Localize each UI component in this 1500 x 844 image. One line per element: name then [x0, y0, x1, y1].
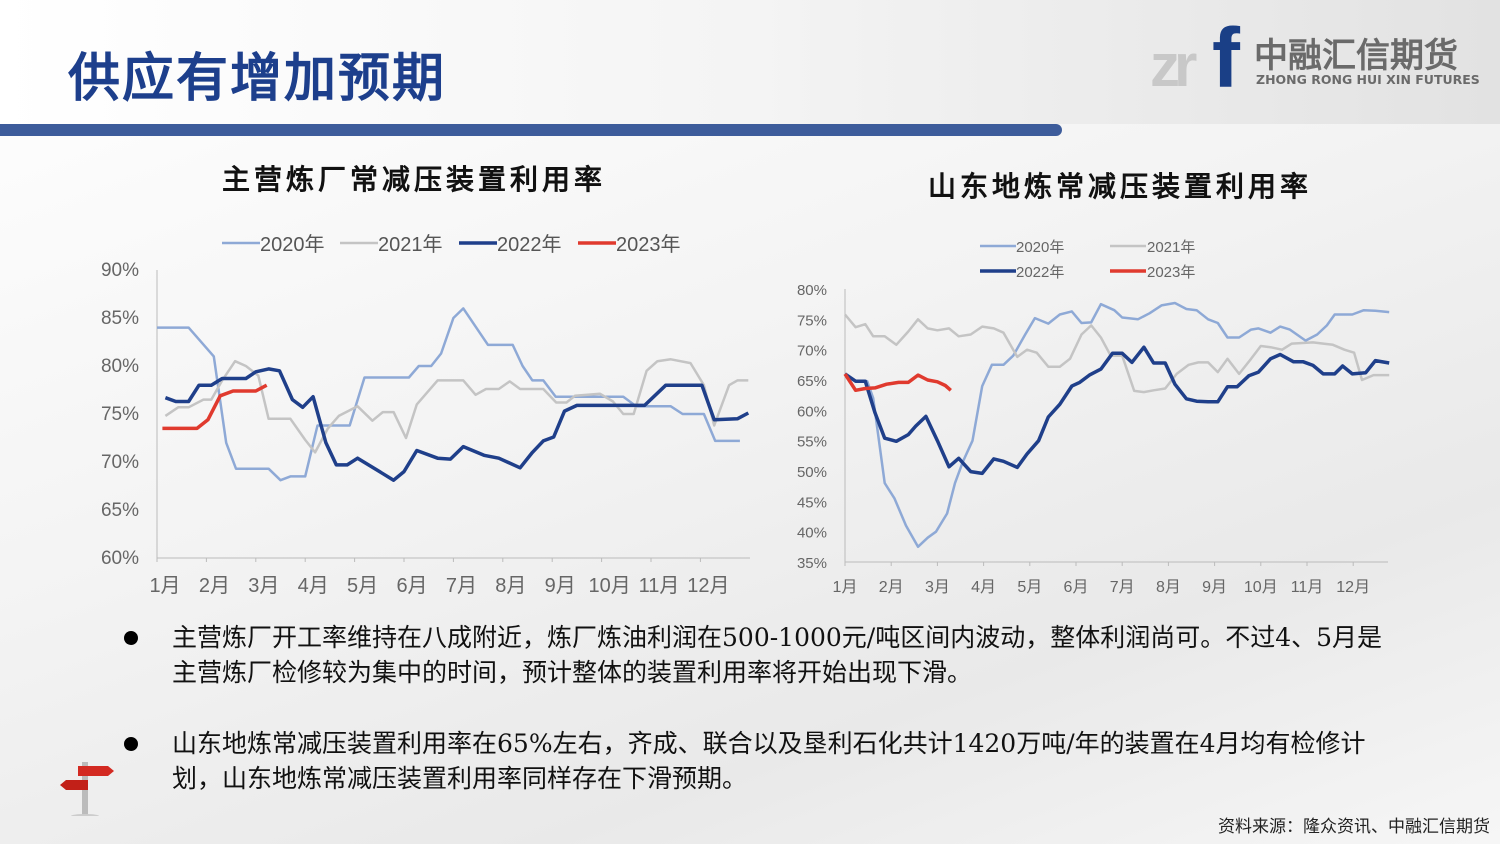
legend-label: 2021年: [378, 233, 443, 256]
y-tick-label: 60%: [101, 548, 139, 569]
legend-label: 2021年: [1147, 239, 1195, 256]
series-line-2022年: [844, 345, 1390, 476]
x-tick-label: 2月: [199, 575, 230, 597]
slide-header: [0, 0, 1500, 124]
x-tick-label: 12月: [1336, 579, 1370, 596]
x-tick-label: 2月: [879, 579, 904, 596]
y-tick-label: 45%: [797, 494, 827, 511]
x-tick-label: 4月: [298, 575, 329, 597]
y-tick-label: 75%: [797, 312, 827, 329]
x-tick-label: 11月: [1291, 579, 1324, 596]
x-tick-label: 7月: [1110, 579, 1135, 596]
logo-name-en: ZHONG RONG HUI XIN FUTURES: [1256, 72, 1480, 87]
series-line-2020年: [844, 301, 1390, 549]
x-tick-label: 8月: [1156, 579, 1181, 596]
y-tick-label: 80%: [101, 356, 139, 377]
signpost-icon: [60, 762, 114, 816]
legend-label: 2023年: [1147, 264, 1195, 281]
legend-label: 2022年: [497, 233, 562, 256]
page-title: 供应有增加预期: [68, 48, 447, 109]
bullet-text-2: 山东地炼常减压装置利用率在65%左右，齐成、联合以及垦利石化共计1420万吨/年…: [172, 729, 1366, 793]
x-tick-label: 8月: [495, 575, 526, 597]
y-tick-label: 65%: [101, 500, 139, 521]
chart1-title: 主营炼厂常减压装置利用率: [222, 163, 607, 196]
company-logo: zr f 中融汇信期货 ZHONG RONG HUI XIN FUTURES: [1150, 16, 1480, 100]
x-tick-label: 6月: [1064, 579, 1089, 596]
legend-label: 2020年: [260, 233, 325, 256]
y-tick-label: 70%: [101, 452, 139, 473]
y-tick-label: 75%: [101, 404, 139, 425]
header-divider-bar: [0, 124, 1062, 136]
y-tick-label: 55%: [797, 434, 827, 451]
x-tick-label: 4月: [971, 579, 996, 596]
x-tick-label: 11月: [639, 575, 680, 597]
logo-mark-f: f: [1212, 11, 1240, 105]
y-tick-label: 80%: [797, 282, 827, 299]
y-tick-label: 35%: [797, 555, 827, 572]
series-line-2023年: [162, 383, 268, 431]
x-tick-label: 7月: [446, 575, 477, 597]
logo-name-cn: 中融汇信期货: [1254, 36, 1458, 76]
x-tick-label: 9月: [1202, 579, 1227, 596]
y-tick-label: 60%: [797, 403, 827, 420]
series-line-2022年: [164, 367, 750, 482]
x-tick-label: 12月: [687, 575, 729, 597]
x-tick-label: 3月: [248, 575, 279, 597]
x-tick-label: 5月: [347, 575, 378, 597]
y-tick-label: 40%: [797, 525, 827, 542]
legend-label: 2022年: [1016, 264, 1064, 281]
x-tick-label: 1月: [149, 575, 180, 597]
legend-label: 2023年: [616, 233, 681, 256]
x-tick-label: 6月: [396, 575, 427, 597]
chart2-title: 山东地炼常减压装置利用率: [928, 170, 1313, 203]
y-tick-label: 65%: [797, 373, 827, 390]
x-tick-label: 5月: [1017, 579, 1042, 596]
series-line-2023年: [843, 372, 952, 393]
bullet-text-1: 主营炼厂开工率维持在八成附近，炼厂炼油利润在500-1000元/吨区间内波动，整…: [172, 623, 1383, 687]
x-tick-label: 3月: [925, 579, 950, 596]
y-tick-label: 90%: [101, 260, 139, 281]
y-tick-label: 50%: [797, 464, 827, 481]
y-tick-label: 85%: [101, 308, 139, 329]
x-tick-label: 10月: [1244, 579, 1278, 596]
data-source: 资料来源：隆众资讯、中融汇信期货: [1218, 817, 1490, 837]
bullet-dot: [124, 631, 138, 645]
legend-label: 2020年: [1016, 239, 1064, 256]
x-tick-label: 9月: [545, 575, 576, 597]
bullet-dot: [124, 737, 138, 751]
series-line-2020年: [157, 307, 740, 482]
series-line-2021年: [164, 358, 749, 454]
x-tick-label: 1月: [833, 579, 858, 596]
logo-mark-zr: zr: [1150, 32, 1197, 99]
x-tick-label: 10月: [588, 575, 630, 597]
y-tick-label: 70%: [797, 343, 827, 360]
